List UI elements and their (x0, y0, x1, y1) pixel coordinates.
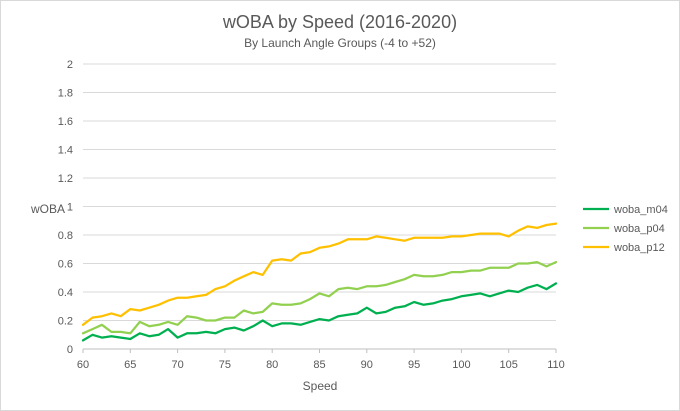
y-tick-label: 1.2 (58, 173, 73, 185)
x-tick-label: 70 (171, 359, 183, 371)
chart-title: wOBA by Speed (2016-2020) (222, 12, 457, 32)
y-tick-label: 0.2 (58, 316, 73, 328)
y-tick-label: 1.8 (58, 88, 73, 100)
x-tick-label: 105 (500, 359, 518, 371)
y-tick-label: 2 (67, 59, 73, 71)
x-tick-label: 85 (313, 359, 325, 371)
y-tick-label: 1 (67, 202, 73, 214)
series-line-woba_m04 (81, 282, 558, 342)
x-axis-label: Speed (303, 379, 338, 393)
tick-layer: 0 0.2 0.4 0.6 0.8 1 1.2 1.4 1.6 1.8 2 60 65 70 75 80 85 9… (58, 59, 565, 371)
y-tick-label: 0.6 (58, 259, 73, 271)
y-tick-label: 0.4 (58, 287, 73, 299)
legend-label: woba_m04 (613, 204, 668, 216)
series-line-woba_p12 (81, 222, 558, 326)
x-tick-label: 60 (77, 359, 89, 371)
y-tick-label: 1.6 (58, 116, 73, 128)
y-tick-label: 1.4 (58, 145, 73, 157)
y-axis-label: wOBA (30, 202, 65, 216)
x-tick-label: 95 (408, 359, 420, 371)
legend-label: woba_p04 (613, 223, 665, 235)
legend: woba_m04 woba_p04 woba_p12 (583, 204, 668, 254)
series-line-woba_p04 (81, 260, 558, 335)
legend-label: woba_p12 (613, 242, 665, 254)
chart-subtitle: By Launch Angle Groups (-4 to +52) (244, 36, 436, 50)
x-tick-label: 100 (452, 359, 470, 371)
x-tick-label: 110 (547, 359, 565, 371)
x-tick-label: 75 (219, 359, 231, 371)
x-tick-label: 90 (361, 359, 373, 371)
y-tick-label: 0 (67, 344, 73, 356)
series-layer (81, 222, 558, 342)
x-tick-label: 80 (266, 359, 278, 371)
x-tick-label: 65 (124, 359, 136, 371)
grid-layer (82, 63, 557, 353)
y-tick-label: 0.8 (58, 230, 73, 242)
